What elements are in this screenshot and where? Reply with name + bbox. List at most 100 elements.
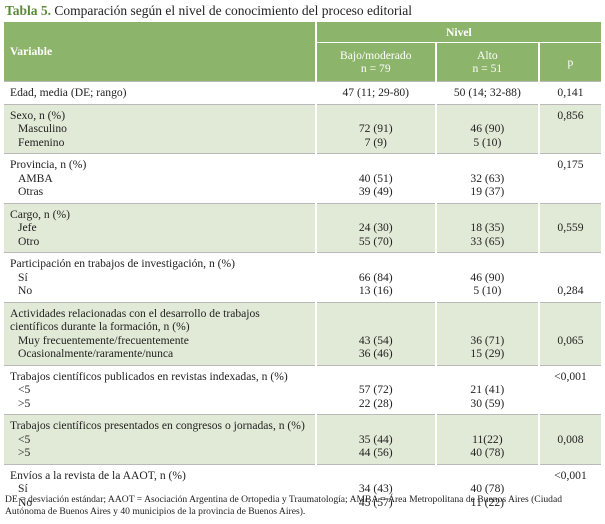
cell: 0,284 <box>537 284 601 302</box>
cell: 18 (35) <box>434 221 539 235</box>
cell <box>314 103 436 122</box>
table-row: Trabajos científicos publicados en revis… <box>4 364 601 383</box>
row-label: Otro <box>18 234 40 248</box>
cell <box>537 495 601 513</box>
table-row: <5 57 (72) 21 (41) <box>4 383 601 397</box>
row-label: Ocasionalmente/raramente/nunca <box>18 347 174 360</box>
cell <box>537 301 601 334</box>
cell: 0,856 <box>537 103 601 122</box>
cell: 46 (90) <box>434 270 539 284</box>
cell-value: 72 (91) <box>358 122 393 135</box>
cell-value: 0,559 <box>557 221 584 234</box>
cell: 55 (70) <box>314 234 436 253</box>
row-label: Provincia, n (%) <box>10 158 87 171</box>
cell-value: 21 (41) <box>470 383 505 396</box>
cell-value: 46 (90) <box>470 122 505 135</box>
table-row: AMBA 40 (51) 32 (63) <box>4 171 601 185</box>
row-label: Jefe <box>18 221 37 234</box>
row-label: <5 <box>18 383 31 396</box>
header-column-label: Alto <box>477 49 498 62</box>
row-label-cell: No <box>4 496 316 514</box>
row-label-cell: Femenino <box>4 135 316 154</box>
row-label-cell: Cargo, n (%) <box>4 202 316 221</box>
cell-value: 44 (56) <box>358 446 393 459</box>
cell <box>537 171 601 185</box>
cell-value: 18 (35) <box>470 221 505 234</box>
row-label-cell: Edad, media (DE; rango) <box>4 81 316 104</box>
row-label: Trabajos científicos presentados en cong… <box>10 419 305 432</box>
cell-value: 19 (37) <box>470 185 505 198</box>
cell <box>314 414 436 433</box>
table-row: Sí 66 (84) 46 (90) <box>4 270 601 285</box>
row-label-cell: Actividades relacionadas con el desarrol… <box>4 301 316 334</box>
cell-value: <0,001 <box>554 468 587 482</box>
cell: 32 (63) <box>434 171 539 185</box>
header-column: Bajo/moderado n = 79 <box>314 42 436 82</box>
cell <box>314 463 436 482</box>
row-label-cell: Otras <box>4 185 316 203</box>
table-row: Otras 39 (49) 19 (37) <box>4 185 601 203</box>
cell <box>314 153 436 172</box>
row-label: >5 <box>18 396 31 410</box>
cell: 0,065 <box>537 333 601 347</box>
cell-value: 11(22) <box>472 432 503 446</box>
cell: 13 (16) <box>314 284 436 302</box>
row-label: AMBA <box>18 171 53 185</box>
cell-value: 24 (30) <box>358 221 393 234</box>
cell <box>314 364 436 383</box>
cell: 35 (44) <box>314 432 436 446</box>
cell-value: 55 (70) <box>358 234 393 248</box>
table-row: Provincia, n (%) 0,175 <box>4 153 601 172</box>
cell <box>434 414 539 433</box>
header-column-label: p <box>567 55 574 69</box>
table-row: No 13 (16) 5 (10) 0,284 <box>4 284 601 302</box>
cell-value: 30 (59) <box>470 396 505 410</box>
cell <box>537 252 601 271</box>
row-label: Femenino <box>18 135 65 149</box>
cell: 7 (9) <box>314 135 436 154</box>
row-label-cell: Sexo, n (%) <box>4 103 316 122</box>
cell <box>434 103 539 122</box>
cell-value: 39 (49) <box>358 185 393 198</box>
cell-value: 5 (10) <box>473 135 502 149</box>
table-row: Muy frecuentemente/frecuentemente 43 (54)… <box>4 333 601 347</box>
cell <box>537 414 601 433</box>
row-label: Actividades relacionadas con el desarrol… <box>10 306 260 334</box>
row-label-cell: Sí <box>4 482 316 496</box>
cell-value: 0,141 <box>557 86 584 99</box>
cell: 19 (37) <box>434 185 539 203</box>
row-label-cell: Provincia, n (%) <box>4 153 316 172</box>
cell: 5 (10) <box>434 135 539 154</box>
cell: 57 (72) <box>314 383 436 397</box>
cell: 11(22) <box>434 432 539 446</box>
cell: 5 (10) <box>434 284 539 302</box>
cell: 66 (84) <box>314 270 436 284</box>
row-label-cell: Otro <box>4 234 316 253</box>
cell-value: 43 (54) <box>358 333 393 347</box>
cell-value: 34 (43) <box>358 482 393 495</box>
cell: 40 (78) <box>434 446 539 464</box>
cell: 39 (49) <box>314 185 436 203</box>
cell: 72 (91) <box>314 122 436 136</box>
row-label-cell: Sí <box>4 271 316 285</box>
cell <box>537 383 601 397</box>
cell-value: 0,175 <box>557 158 584 171</box>
cell-value: 50 (14; 32-88) <box>453 86 521 99</box>
row-label: Sexo, n (%) <box>10 108 66 122</box>
header-variable: Variable <box>4 22 316 82</box>
table-row: Sí 34 (43) 40 (78) <box>4 482 601 496</box>
cell <box>434 202 539 221</box>
row-label: No <box>18 495 33 509</box>
cell-value: 11 (22) <box>470 495 505 509</box>
row-label-cell: Participación en trabajos de investigaci… <box>4 252 316 271</box>
table-row: Jefe 24 (30) 18 (35) 0,559 <box>4 221 601 235</box>
row-label-cell: Trabajos científicos presentados en cong… <box>4 414 316 433</box>
cell: 46 (90) <box>434 122 539 136</box>
cell: 34 (43) <box>314 482 436 496</box>
cell: 40 (51) <box>314 171 436 185</box>
cell-value: 47 (11; 29-80) <box>342 86 410 99</box>
row-label-cell: <5 <box>4 432 316 446</box>
cell <box>537 482 601 496</box>
cell <box>314 202 436 221</box>
